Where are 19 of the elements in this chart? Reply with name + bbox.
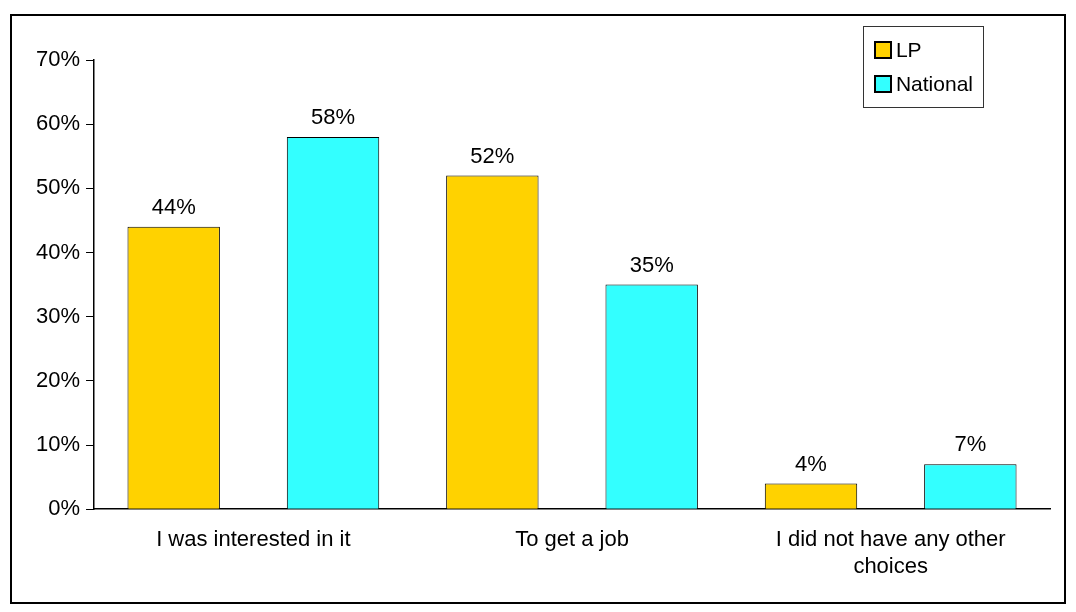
text: 4% [795, 450, 827, 476]
y-tick-label: 60% [35, 110, 81, 136]
y-tick-label: 50% [35, 174, 81, 200]
x-tick-label: To get a job [515, 526, 629, 552]
y-tick-label: 20% [35, 366, 81, 392]
y-tick-label: 40% [35, 238, 81, 264]
text: 52% [470, 142, 515, 168]
x-tick-label: I did not have any other choices [775, 526, 1006, 578]
y-tick-label: 70% [35, 46, 81, 72]
x-tick-label: I was interested in it [156, 526, 351, 552]
text: 35% [629, 251, 674, 277]
y-tick-label: 30% [35, 302, 81, 328]
text: 44% [151, 193, 196, 219]
text: 58% [311, 104, 356, 130]
text: 7% [954, 431, 987, 457]
y-tick-label: 0% [48, 495, 81, 521]
y-tick-label: 10% [35, 431, 81, 457]
legend-label: National [894, 71, 973, 97]
legend-label: LP [894, 37, 923, 63]
